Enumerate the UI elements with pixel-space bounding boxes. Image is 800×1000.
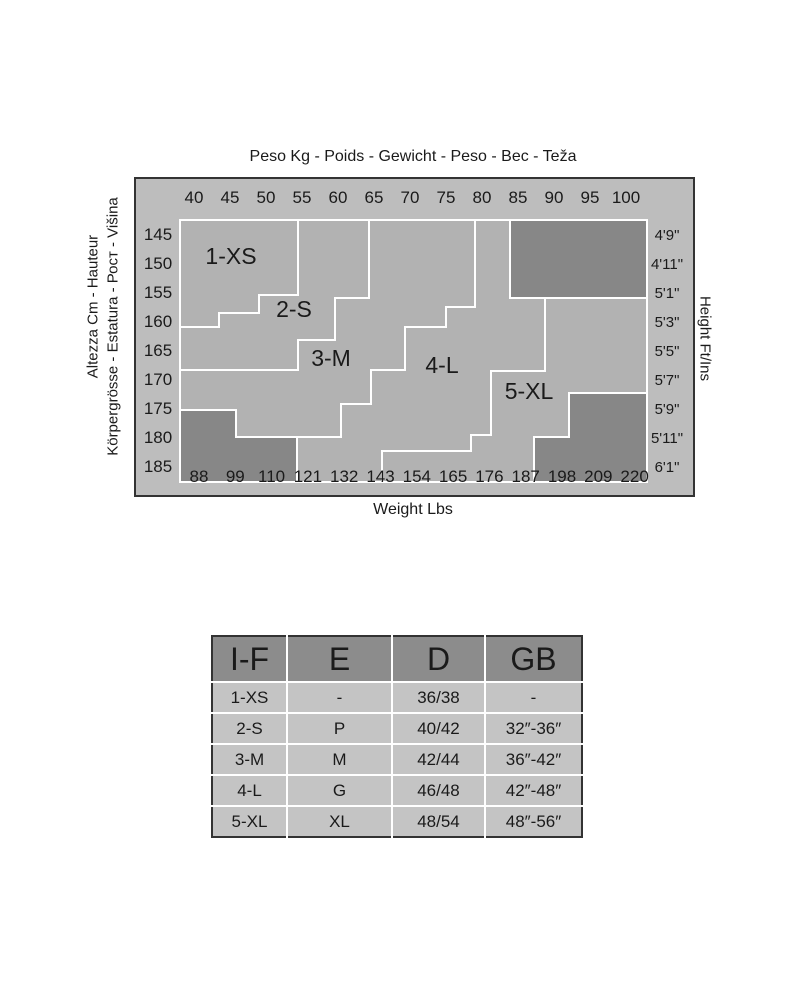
- cell: -: [286, 681, 393, 714]
- header-cell: E: [286, 636, 393, 683]
- lbs-tick-label: 220: [620, 467, 648, 486]
- excluded-region-bottom-right: [533, 392, 648, 483]
- kg-tick-label: 100: [612, 188, 640, 207]
- cell: 42/44: [391, 743, 486, 776]
- cell: G: [286, 774, 393, 807]
- header-cell: GB: [484, 636, 582, 683]
- cm-tick-label: 155: [144, 283, 172, 302]
- ft-tick-label: 5'3": [655, 314, 680, 331]
- table-row: 4-L G 46/48 42″-48″: [212, 774, 582, 807]
- lbs-tick-label: 88: [190, 467, 209, 486]
- cell: 5-XL: [212, 805, 288, 837]
- lbs-tick-label: 165: [439, 467, 467, 486]
- lbs-tick-label: 154: [403, 467, 431, 486]
- ft-tick-label: 5'5": [655, 343, 680, 360]
- cell: 1-XS: [212, 681, 288, 714]
- table-row: 5-XL XL 48/54 48″-56″: [212, 805, 582, 837]
- cell: 32″-36″: [484, 712, 582, 745]
- lbs-tick-label: 121: [294, 467, 322, 486]
- kg-tick-label: 65: [365, 188, 384, 207]
- kg-tick-label: 75: [437, 188, 456, 207]
- size-boundary-l: [381, 298, 546, 482]
- ft-tick-label: 5'11": [651, 430, 683, 447]
- lbs-tick-label: 187: [512, 467, 540, 486]
- table-row: 2-S P 40/42 32″-36″: [212, 712, 582, 745]
- cell: 48/54: [391, 805, 486, 837]
- ft-tick-label: 5'1": [655, 285, 680, 302]
- cell: 48″-56″: [484, 805, 582, 837]
- excluded-region-top-right: [509, 219, 648, 299]
- size-boundary-m: [236, 220, 476, 438]
- cell: 3-M: [212, 743, 288, 776]
- cm-tick-label: 145: [144, 225, 172, 244]
- cell: 46/48: [391, 774, 486, 807]
- cm-tick-label: 160: [144, 312, 172, 331]
- cell: M: [286, 743, 393, 776]
- cm-tick-label: 175: [144, 399, 172, 418]
- ft-tick-label: 4'9": [655, 227, 680, 244]
- cell: 40/42: [391, 712, 486, 745]
- kg-tick-label: 55: [293, 188, 312, 207]
- weight-lbs-title: Weight Lbs: [373, 501, 453, 518]
- size-region-label: 1-XS: [205, 243, 256, 269]
- header-cell: I-F: [212, 636, 288, 683]
- size-boundary-xs: [180, 220, 299, 328]
- kg-tick-label: 95: [581, 188, 600, 207]
- kg-tick-label: 80: [473, 188, 492, 207]
- ft-tick-label: 4'11": [651, 256, 683, 273]
- size-region-label: 3-M: [311, 345, 351, 371]
- kg-tick-label: 70: [401, 188, 420, 207]
- kg-tick-label: 60: [329, 188, 348, 207]
- kg-tick-label: 45: [221, 188, 240, 207]
- cell: 36/38: [391, 681, 486, 714]
- cell: XL: [286, 805, 393, 837]
- kg-tick-label: 50: [257, 188, 276, 207]
- cm-tick-label: 165: [144, 341, 172, 360]
- size-region-label: 4-L: [425, 352, 458, 378]
- cm-tick-label: 150: [144, 254, 172, 273]
- cell: 2-S: [212, 712, 288, 745]
- cell: 36″-42″: [484, 743, 582, 776]
- size-chart: 40 45 50 55 60 65 70 75 80 85 90 95 100 88 99 110 121 132…: [134, 177, 695, 497]
- lbs-tick-label: 198: [548, 467, 576, 486]
- ft-tick-label: 5'9": [655, 401, 680, 418]
- kg-tick-label: 40: [185, 188, 204, 207]
- table-row: 1-XS -36/38-: [212, 681, 582, 714]
- cm-tick-label: 170: [144, 370, 172, 389]
- size-boundary-s: [180, 220, 370, 371]
- weight-kg-title: Peso Kg - Poids - Gewicht - Peso - Bec -…: [249, 148, 577, 165]
- ft-tick-label: 5'7": [655, 372, 680, 389]
- ft-tick-label: 6'1": [655, 459, 680, 476]
- lbs-tick-label: 176: [475, 467, 503, 486]
- table-header-row: I-F E D GB: [212, 636, 582, 683]
- cm-tick-label: 185: [144, 457, 172, 476]
- cell: 4-L: [212, 774, 288, 807]
- lbs-tick-label: 110: [258, 467, 285, 486]
- table-row: 3-M M 42/44 36″-42″: [212, 743, 582, 776]
- cm-tick-label: 180: [144, 428, 172, 447]
- kg-tick-label: 85: [509, 188, 528, 207]
- size-region-label: 2-S: [276, 296, 312, 322]
- size-conversion-table: I-F E D GB 1-XS -36/38- 2-S P 40/42 32″-36″ …: [211, 635, 583, 838]
- cell: P: [286, 712, 393, 745]
- lbs-tick-label: 143: [366, 467, 394, 486]
- lbs-tick-label: 99: [226, 467, 245, 486]
- size-region-label: 5-XL: [505, 378, 554, 404]
- cell: 42″-48″: [484, 774, 582, 807]
- cell: -: [484, 681, 582, 714]
- lbs-tick-label: 132: [330, 467, 358, 486]
- kg-tick-label: 90: [545, 188, 564, 207]
- lbs-tick-label: 209: [584, 467, 612, 486]
- header-cell: D: [391, 636, 486, 683]
